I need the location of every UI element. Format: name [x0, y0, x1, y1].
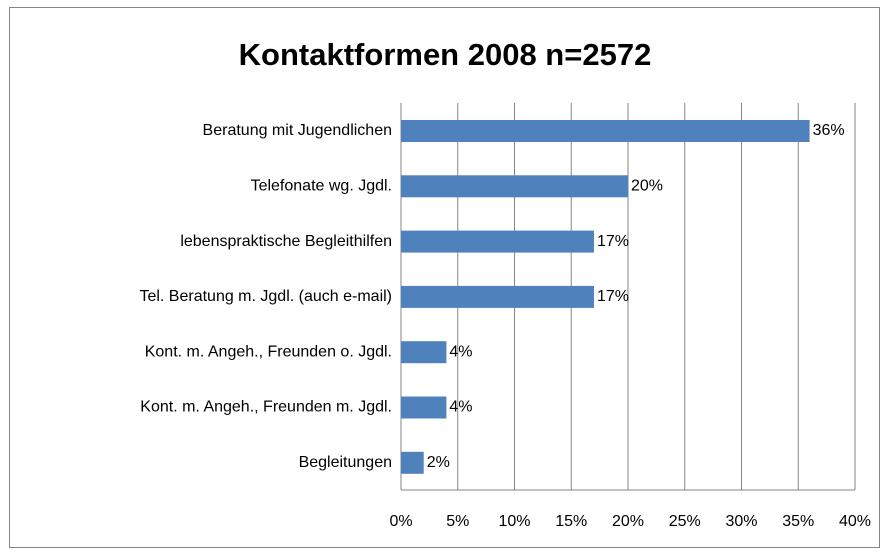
bar — [401, 451, 424, 474]
y-tick-label: Begleitungen — [299, 454, 392, 471]
bar — [401, 120, 810, 142]
x-tick-label: 20% — [612, 513, 644, 530]
data-label: 17% — [597, 288, 629, 305]
data-label: 17% — [597, 233, 629, 250]
bar — [401, 396, 447, 419]
data-label: 36% — [813, 122, 845, 139]
x-tick-label: 10% — [498, 513, 530, 530]
bar — [401, 230, 594, 253]
data-label: 4% — [449, 343, 472, 360]
data-label: 20% — [631, 178, 663, 195]
x-tick-label: 15% — [555, 513, 587, 530]
y-tick-label: Tel. Beratung m. Jgdl. (auch e-mail) — [139, 288, 392, 305]
y-tick-label: Kont. m. Angeh., Freunden o. Jgdl. — [145, 343, 392, 360]
x-tick-label: 30% — [725, 513, 757, 530]
y-tick-label: Telefonate wg. Jgdl. — [251, 178, 392, 195]
bar — [401, 285, 594, 308]
y-tick-label: lebenspraktische Begleithilfen — [180, 233, 392, 250]
chart-border — [9, 7, 880, 548]
data-label: 2% — [427, 454, 450, 471]
chart-title: Kontaktformen 2008 n=2572 — [239, 37, 652, 72]
data-label: 4% — [449, 399, 472, 416]
bar — [401, 175, 628, 198]
y-tick-label: Beratung mit Jugendlichen — [203, 122, 392, 139]
x-tick-label: 40% — [839, 513, 871, 530]
x-tick-label: 25% — [669, 513, 701, 530]
x-tick-label: 5% — [446, 513, 469, 530]
y-tick-label: Kont. m. Angeh., Freunden m. Jgdl. — [140, 399, 392, 416]
x-tick-label: 0% — [389, 513, 412, 530]
x-tick-label: 35% — [782, 513, 814, 530]
bar — [401, 341, 447, 364]
